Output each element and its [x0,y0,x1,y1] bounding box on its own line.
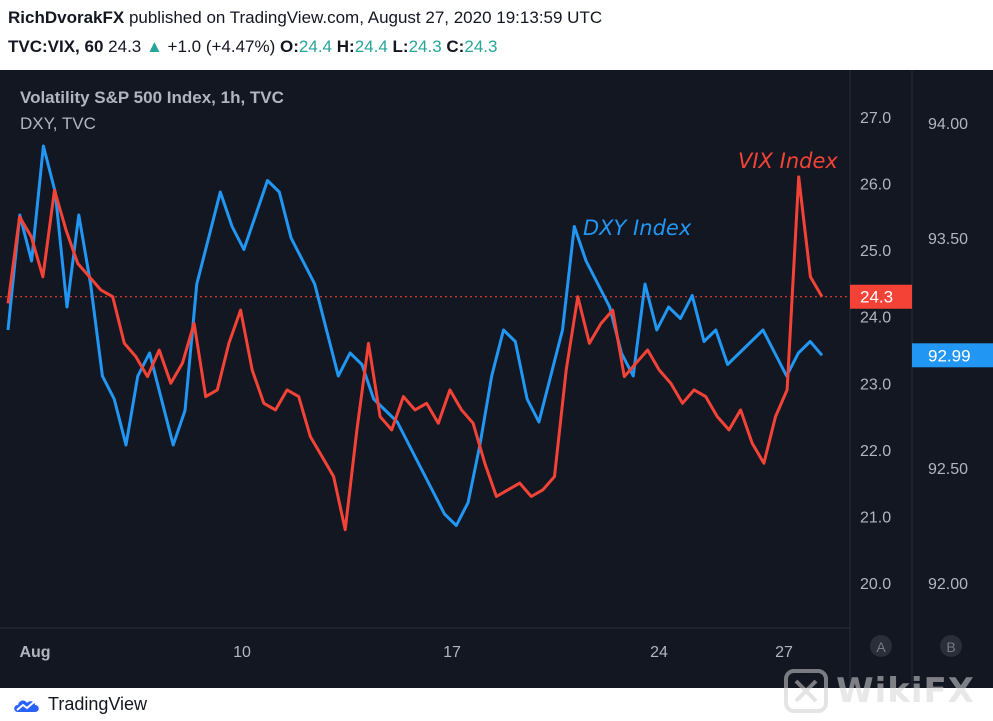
scale-b-circle[interactable] [940,635,962,657]
price-chart[interactable]: Volatility S&P 500 Index, 1h, TVC DXY, T… [0,70,993,688]
right-price-axis[interactable]: 94.00 93.50 92.50 92.00 [928,116,968,593]
scale-a-button[interactable]: A [870,635,892,657]
symbol-label[interactable]: TVC:VIX, 60 [8,37,104,56]
footer: TradingView WikiFX [0,669,993,721]
vix-price-tag-value: 24.3 [860,288,893,307]
published-text: published on TradingView.com, August 27,… [128,8,603,27]
right-axis-tick-label: 92.50 [928,461,968,478]
open-value: 24.4 [298,37,333,56]
scale-a-label[interactable]: A [876,639,886,655]
time-axis-tick-label: 10 [233,644,251,661]
left-axis-tick-label: 25.0 [860,243,891,260]
up-arrow-icon: ▲ [145,37,163,56]
chart-area[interactable]: Volatility S&P 500 Index, 1h, TVC DXY, T… [0,70,993,688]
low-label: L: [392,37,409,56]
chart-background [0,70,993,688]
high-value: 24.4 [354,37,388,56]
right-axis-tick-label: 92.00 [928,576,968,593]
open-label: O: [280,37,299,56]
right-axis-tick-label: 94.00 [928,116,968,133]
dxy-annotation: DXY Index [583,216,692,240]
close-value: 24.3 [464,37,498,56]
vix-annotation: VIX Index [738,149,838,173]
high-label: H: [336,37,355,56]
wikifx-text: WikiFX [836,671,975,711]
scale-b-button[interactable]: B [940,635,962,657]
author-name[interactable]: RichDvorakFX [8,8,125,27]
dxy-price-tag-value: 92.99 [928,346,971,365]
low-value: 24.3 [408,37,442,56]
left-axis-tick-label: 26.0 [860,177,891,194]
left-axis-tick-label: 23.0 [860,376,891,393]
vix-price-tag-box [850,284,912,309]
dxy-price-tag-box [912,343,993,368]
left-axis-tick-label: 20.0 [860,576,891,593]
wikifx-watermark: WikiFX [784,669,975,713]
scale-b-label[interactable]: B [946,639,955,655]
tradingview-logo[interactable]: TradingView [12,694,147,715]
time-axis-tick-label: Aug [19,644,50,661]
left-axis-tick-label: 24.0 [860,310,891,327]
time-axis-tick-label: 27 [775,644,793,661]
dxy-last-price-tag: 92.99 [912,343,993,368]
left-axis-tick-label: 27.0 [860,110,891,127]
price-change: +1.0 (+4.47%) [167,37,276,56]
close-label: C: [446,37,465,56]
tradingview-brand: TradingView [48,694,148,714]
scale-a-circle[interactable] [870,635,892,657]
left-axis-tick-label: 22.0 [860,443,891,460]
publish-line: RichDvorakFX published on TradingView.co… [8,8,602,28]
right-axis-tick-label: 93.50 [928,231,968,248]
vix-series-line[interactable] [6,175,824,532]
vix-last-price-tag: 24.3 [850,284,912,309]
time-axis-tick-label: 24 [650,644,668,661]
main-legend[interactable]: Volatility S&P 500 Index, 1h, TVC [20,88,284,107]
symbol-ohlc-line: TVC:VIX, 60 24.3 ▲ +1.0 (+4.47%) O:24.4 … [8,37,497,57]
time-axis[interactable]: Aug 10 17 24 27 [19,644,793,661]
left-axis-tick-label: 21.0 [860,509,891,526]
publish-header: RichDvorakFX published on TradingView.co… [0,0,993,70]
secondary-legend[interactable]: DXY, TVC [20,114,96,133]
wikifx-logo-icon [784,669,829,713]
last-price: 24.3 [108,37,142,56]
left-price-axis[interactable]: 27.0 26.0 25.0 24.0 23.0 22.0 21.0 20.0 [860,110,891,593]
dxy-series-line[interactable] [6,144,824,527]
cloud-logo-icon [14,700,39,712]
time-axis-tick-label: 17 [443,644,461,661]
